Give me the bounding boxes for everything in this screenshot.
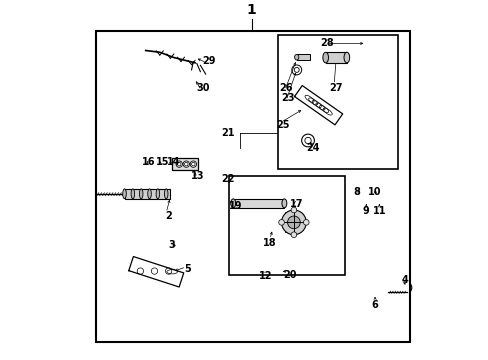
Text: 30: 30 <box>196 82 209 93</box>
Ellipse shape <box>140 46 147 52</box>
Text: 8: 8 <box>352 187 360 197</box>
Bar <box>364 287 387 298</box>
Circle shape <box>278 220 284 225</box>
Text: 26: 26 <box>279 82 292 93</box>
Circle shape <box>303 220 308 225</box>
Ellipse shape <box>164 189 168 199</box>
Text: 6: 6 <box>371 300 378 310</box>
Text: 17: 17 <box>289 199 303 209</box>
Text: 16: 16 <box>142 157 155 167</box>
Text: 27: 27 <box>329 82 342 93</box>
Circle shape <box>396 285 403 292</box>
Text: 2: 2 <box>165 211 172 221</box>
Bar <box>285 212 291 232</box>
Circle shape <box>290 232 296 238</box>
Text: 19: 19 <box>228 201 242 211</box>
Ellipse shape <box>122 189 126 199</box>
Text: 9: 9 <box>362 206 369 216</box>
Ellipse shape <box>364 198 367 203</box>
Text: 28: 28 <box>320 39 334 49</box>
Text: 21: 21 <box>221 129 234 139</box>
Text: 15: 15 <box>155 157 169 167</box>
Circle shape <box>287 216 300 229</box>
Text: 22: 22 <box>221 174 235 184</box>
Text: 10: 10 <box>367 187 381 197</box>
Text: 14: 14 <box>167 157 180 167</box>
Ellipse shape <box>282 199 286 208</box>
Ellipse shape <box>139 189 142 199</box>
Bar <box>172 158 198 171</box>
Ellipse shape <box>385 287 390 298</box>
Circle shape <box>281 210 305 235</box>
Circle shape <box>400 282 411 293</box>
Text: 5: 5 <box>184 264 191 274</box>
Text: 25: 25 <box>275 120 289 130</box>
Text: 3: 3 <box>168 240 175 249</box>
Ellipse shape <box>294 54 298 60</box>
Bar <box>228 176 345 275</box>
Ellipse shape <box>322 52 328 63</box>
Text: 12: 12 <box>259 271 272 282</box>
Text: 24: 24 <box>306 143 320 153</box>
Text: 13: 13 <box>191 171 204 181</box>
Text: 20: 20 <box>283 270 296 280</box>
Text: 29: 29 <box>202 56 215 66</box>
Ellipse shape <box>230 199 235 208</box>
Bar <box>233 199 284 208</box>
Ellipse shape <box>131 189 134 199</box>
Ellipse shape <box>361 287 366 298</box>
Ellipse shape <box>344 52 349 63</box>
Text: 11: 11 <box>372 206 386 216</box>
Text: 18: 18 <box>263 238 276 248</box>
Circle shape <box>290 207 296 213</box>
Ellipse shape <box>147 189 151 199</box>
Ellipse shape <box>363 195 368 206</box>
Bar <box>96 31 409 342</box>
Circle shape <box>176 161 182 167</box>
Ellipse shape <box>156 189 159 199</box>
Circle shape <box>183 161 189 167</box>
Circle shape <box>190 161 196 167</box>
Text: 1: 1 <box>246 3 256 17</box>
Bar <box>296 54 309 60</box>
Bar <box>325 52 346 63</box>
Text: 4: 4 <box>401 275 407 285</box>
Bar <box>124 189 170 199</box>
Bar <box>278 35 397 169</box>
Text: 23: 23 <box>280 93 294 103</box>
